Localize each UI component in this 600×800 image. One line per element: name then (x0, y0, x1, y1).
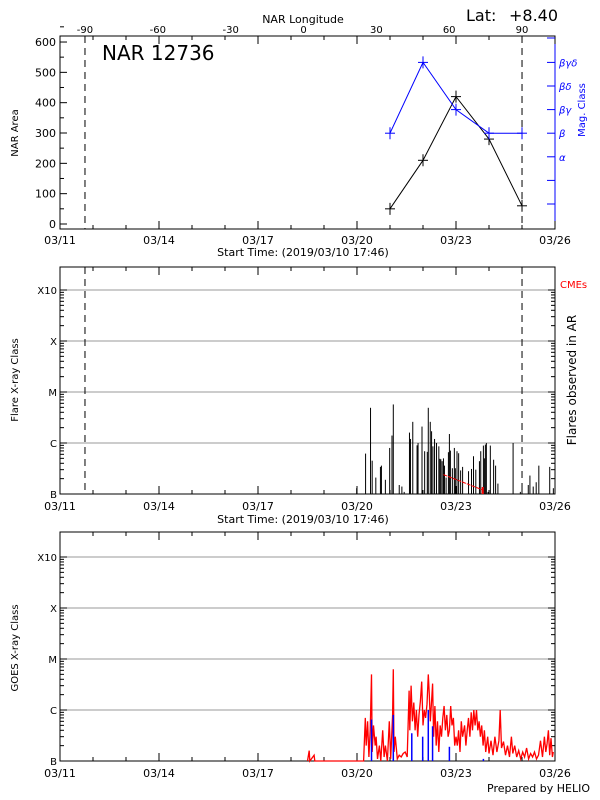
panel2-x-tick-label: 03/23 (440, 500, 472, 513)
panel3-y-tick-label: C (50, 706, 57, 717)
panel3-ylabel: GOES X-ray Class (10, 604, 21, 691)
panel2-ylabel: Flare X-ray Class (10, 338, 21, 422)
panel1-x-tick-label: 03/11 (44, 234, 76, 247)
panel1-top-tick-label: -30 (222, 25, 238, 36)
cme-legend: CMEs (560, 280, 587, 291)
panel1-x-tick-label: 03/17 (242, 234, 274, 247)
panel1-top-tick-label: 90 (516, 25, 529, 36)
panel3-y-tick-label: B (50, 757, 57, 768)
panel3-x-tick-label: 03/23 (440, 767, 472, 780)
panel3-x-tick-label: 03/14 (143, 767, 175, 780)
panel2-x-tick-label: 03/11 (44, 500, 76, 513)
goes-primary-flux-line (306, 669, 554, 763)
panel2-y2label: Flares observed in AR (565, 315, 579, 445)
panel1-xlabel: Start Time: (2019/03/10 17:46) (217, 246, 389, 259)
region-title: NAR 12736 (102, 41, 215, 65)
panel2-x-tick-label: 03/17 (242, 500, 274, 513)
panel2-y-tick-label: M (48, 388, 57, 399)
credit-label: Prepared by HELIO (487, 782, 590, 795)
panel1-y2-tick-label: β (558, 129, 566, 140)
panel1-y-tick-label: 600 (35, 36, 56, 49)
panel2-y-tick-label: X (50, 337, 57, 348)
panel2-x-tick-label: 03/20 (341, 500, 373, 513)
panel3-frame (59, 531, 556, 762)
lat-label: Lat: (466, 6, 496, 25)
panel2-x-tick-label: 03/14 (143, 500, 175, 513)
panel2-y-tick-label: B (50, 490, 57, 501)
panel2-x-tick-label: 03/26 (539, 500, 571, 513)
panel1-ylabel: NAR Area (10, 109, 21, 156)
panel1-y-tick-label: 0 (49, 218, 56, 231)
panel1-top-tick-label: 60 (443, 25, 456, 36)
panel1-top-tick-label: -90 (77, 25, 93, 36)
top-axis-label: NAR Longitude (262, 13, 344, 26)
panel2-frame (59, 266, 556, 495)
panel1-x-tick-label: 03/26 (539, 234, 571, 247)
panel1-x-tick-label: 03/20 (341, 234, 373, 247)
panel1-y2-tick-label: α (559, 153, 566, 164)
panel3-x-tick-label: 03/20 (341, 767, 373, 780)
panel1-top-tick-label: 30 (370, 25, 383, 36)
panel1-y2-tick-label: βγ (558, 106, 572, 117)
panel1-y2-tick-label: βγδ (558, 58, 577, 69)
panel3-y-tick-label: M (48, 655, 57, 666)
panel2-y-tick-label: X10 (37, 286, 57, 297)
panel3-x-tick-label: 03/11 (44, 767, 76, 780)
cme-track (443, 474, 483, 491)
panel1-top-tick-label: 0 (300, 25, 306, 36)
panel1-y2label: Mag. Class (577, 83, 588, 137)
panel1-x-tick-label: 03/23 (440, 234, 472, 247)
chart-marks: 0 100 200 300 400 500 600 -90 -60 -30 0 30 60 90 α β βγ β… (35, 25, 577, 780)
panel1-top-tick-label: -60 (150, 25, 166, 36)
panel1-y2-tick-label: βδ (558, 82, 572, 93)
panel1-y-tick-label: 300 (35, 127, 56, 140)
lat-value: +8.40 (509, 6, 558, 25)
panel1-y-tick-label: 200 (35, 157, 56, 170)
panel3-y-tick-label: X (50, 604, 57, 615)
panel1-y-tick-label: 500 (35, 66, 56, 79)
panel3-y-tick-label: X10 (37, 553, 57, 564)
panel1-x-tick-label: 03/14 (143, 234, 175, 247)
panel2-y-tick-label: C (50, 439, 57, 450)
panel1-y-tick-label: 100 (35, 188, 56, 201)
panel2-xlabel: Start Time: (2019/03/10 17:46) (217, 513, 389, 526)
panel1-y-tick-label: 400 (35, 97, 56, 110)
panel3-x-tick-label: 03/17 (242, 767, 274, 780)
panel3-x-tick-label: 03/26 (539, 767, 571, 780)
